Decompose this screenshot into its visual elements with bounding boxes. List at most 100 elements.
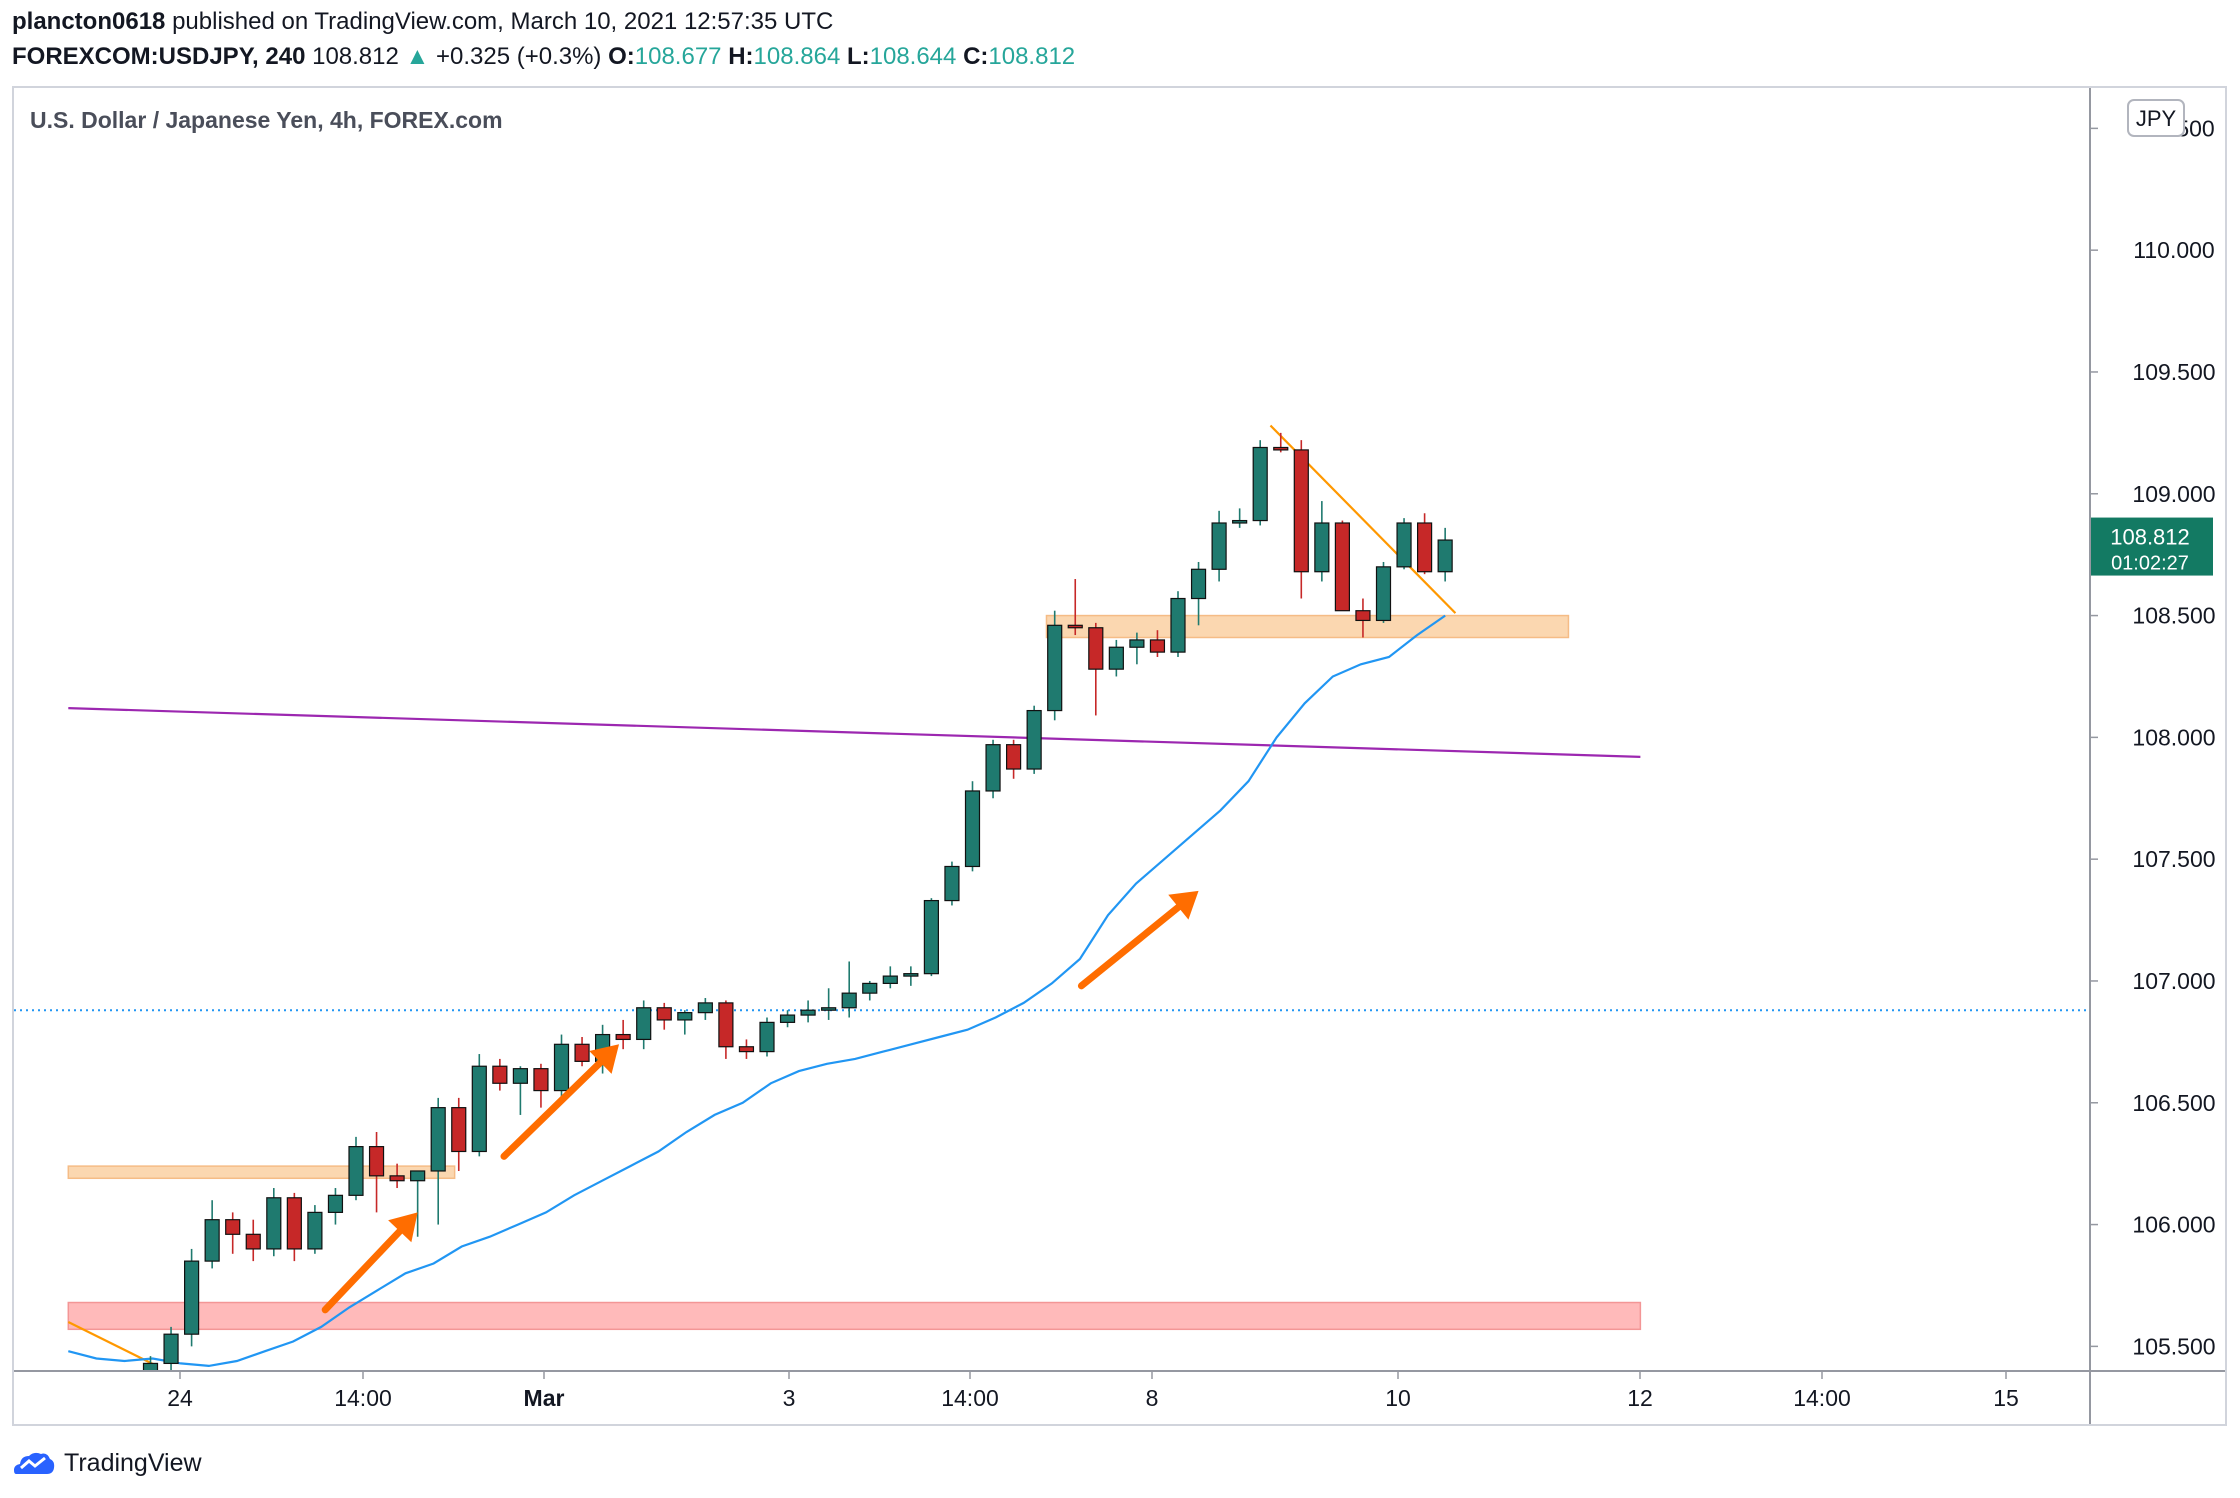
candle-body bbox=[656, 1007, 672, 1021]
candle-body bbox=[1293, 449, 1309, 573]
last-price: 108.812 bbox=[312, 43, 399, 70]
candle-body bbox=[204, 1219, 220, 1262]
author-name[interactable]: plancton0618 bbox=[12, 8, 166, 35]
candle-body bbox=[1232, 519, 1248, 524]
candle-body bbox=[327, 1194, 344, 1213]
candle-body bbox=[677, 1012, 693, 1021]
candle-body bbox=[430, 1107, 446, 1172]
candle bbox=[163, 1326, 179, 1370]
candle bbox=[1108, 639, 1124, 677]
candle-body bbox=[1088, 627, 1104, 670]
price-tick-label: 106.000 bbox=[2132, 1212, 2215, 1238]
support-zone bbox=[1045, 614, 1570, 639]
candle-body bbox=[163, 1333, 179, 1365]
candle bbox=[1273, 432, 1289, 453]
currency-badge[interactable]: JPY bbox=[2127, 99, 2185, 137]
candle bbox=[738, 1039, 755, 1059]
candle bbox=[1005, 739, 1022, 779]
candle-body bbox=[307, 1211, 323, 1250]
candle-body bbox=[862, 982, 878, 994]
candle bbox=[512, 1066, 529, 1115]
price-tick-label: 109.500 bbox=[2132, 359, 2215, 385]
candle bbox=[1129, 632, 1145, 665]
candle bbox=[266, 1188, 282, 1257]
candle bbox=[656, 1002, 672, 1030]
time-tick-label: Mar bbox=[524, 1385, 565, 1411]
candle-body bbox=[245, 1233, 261, 1250]
candle-body bbox=[553, 1043, 570, 1092]
candle bbox=[1334, 520, 1351, 612]
candle-body bbox=[533, 1068, 549, 1092]
price-change: +0.325 (+0.3%) bbox=[435, 43, 602, 70]
candle-body bbox=[286, 1197, 302, 1250]
candle bbox=[492, 1058, 508, 1091]
candle bbox=[615, 1019, 631, 1050]
candle bbox=[821, 988, 837, 1020]
candle-body bbox=[1129, 639, 1145, 648]
trend-arrow-head bbox=[589, 1044, 620, 1074]
open-label: O: bbox=[608, 43, 635, 70]
time-tick-label: 14:00 bbox=[1793, 1385, 1851, 1411]
candle-body bbox=[225, 1219, 241, 1235]
low-value: 108.644 bbox=[869, 43, 957, 70]
time-tick-label: 3 bbox=[783, 1385, 796, 1411]
candle-body bbox=[1190, 568, 1207, 600]
candle bbox=[451, 1097, 467, 1171]
candle bbox=[348, 1136, 364, 1201]
candle bbox=[944, 861, 960, 906]
candle bbox=[718, 1000, 734, 1059]
candle-body bbox=[1396, 522, 1412, 568]
time-tick-label: 14:00 bbox=[334, 1385, 392, 1411]
candle bbox=[1088, 622, 1104, 716]
candle bbox=[389, 1163, 405, 1189]
candle-body bbox=[410, 1170, 426, 1182]
candle-body bbox=[1149, 639, 1166, 653]
candle-body bbox=[944, 865, 960, 902]
candle-body bbox=[1026, 709, 1042, 770]
close-value: 108.812 bbox=[988, 43, 1076, 70]
price-tick-label: 107.500 bbox=[2132, 846, 2215, 872]
candle bbox=[533, 1063, 549, 1108]
candle-body bbox=[1108, 646, 1124, 670]
candle-body bbox=[718, 1002, 734, 1048]
candle-body bbox=[923, 899, 940, 975]
candle bbox=[204, 1200, 220, 1269]
candle bbox=[307, 1205, 323, 1254]
candle bbox=[1437, 527, 1453, 582]
candle bbox=[1416, 513, 1433, 575]
candle bbox=[800, 1000, 816, 1023]
candle-body bbox=[1314, 522, 1330, 573]
candle-body bbox=[903, 973, 919, 977]
candle-body bbox=[1416, 522, 1433, 573]
candle-body bbox=[1334, 522, 1351, 612]
tradingview-logo[interactable]: TradingView bbox=[12, 1448, 202, 1478]
candle bbox=[553, 1034, 570, 1098]
price-tick-label: 106.500 bbox=[2132, 1090, 2215, 1116]
time-tick-label: 15 bbox=[1993, 1385, 2019, 1411]
candle bbox=[1252, 440, 1268, 526]
chart-frame[interactable] bbox=[12, 86, 2227, 1426]
time-tick-label: 14:00 bbox=[941, 1385, 999, 1411]
candle bbox=[985, 739, 1001, 799]
candle-body bbox=[821, 1007, 837, 1011]
demand-zone bbox=[67, 1301, 1642, 1331]
candle-body bbox=[492, 1065, 508, 1084]
candle-body bbox=[964, 790, 981, 868]
candle-body bbox=[1437, 539, 1453, 573]
candle bbox=[779, 1010, 796, 1028]
candle-body bbox=[1252, 446, 1268, 522]
candle bbox=[1355, 598, 1371, 638]
candle-body bbox=[184, 1260, 200, 1335]
candle-body bbox=[882, 975, 898, 985]
candle bbox=[1232, 508, 1248, 528]
candle bbox=[368, 1132, 385, 1213]
candle-body bbox=[759, 1021, 775, 1053]
time-tick-label: 8 bbox=[1146, 1385, 1159, 1411]
bar-countdown: 01:02:27 bbox=[2111, 553, 2189, 575]
candle-body bbox=[738, 1046, 755, 1053]
candle bbox=[1067, 579, 1083, 636]
high-value: 108.864 bbox=[753, 43, 841, 70]
candle bbox=[1026, 705, 1042, 774]
trend-arrow bbox=[321, 1212, 418, 1314]
